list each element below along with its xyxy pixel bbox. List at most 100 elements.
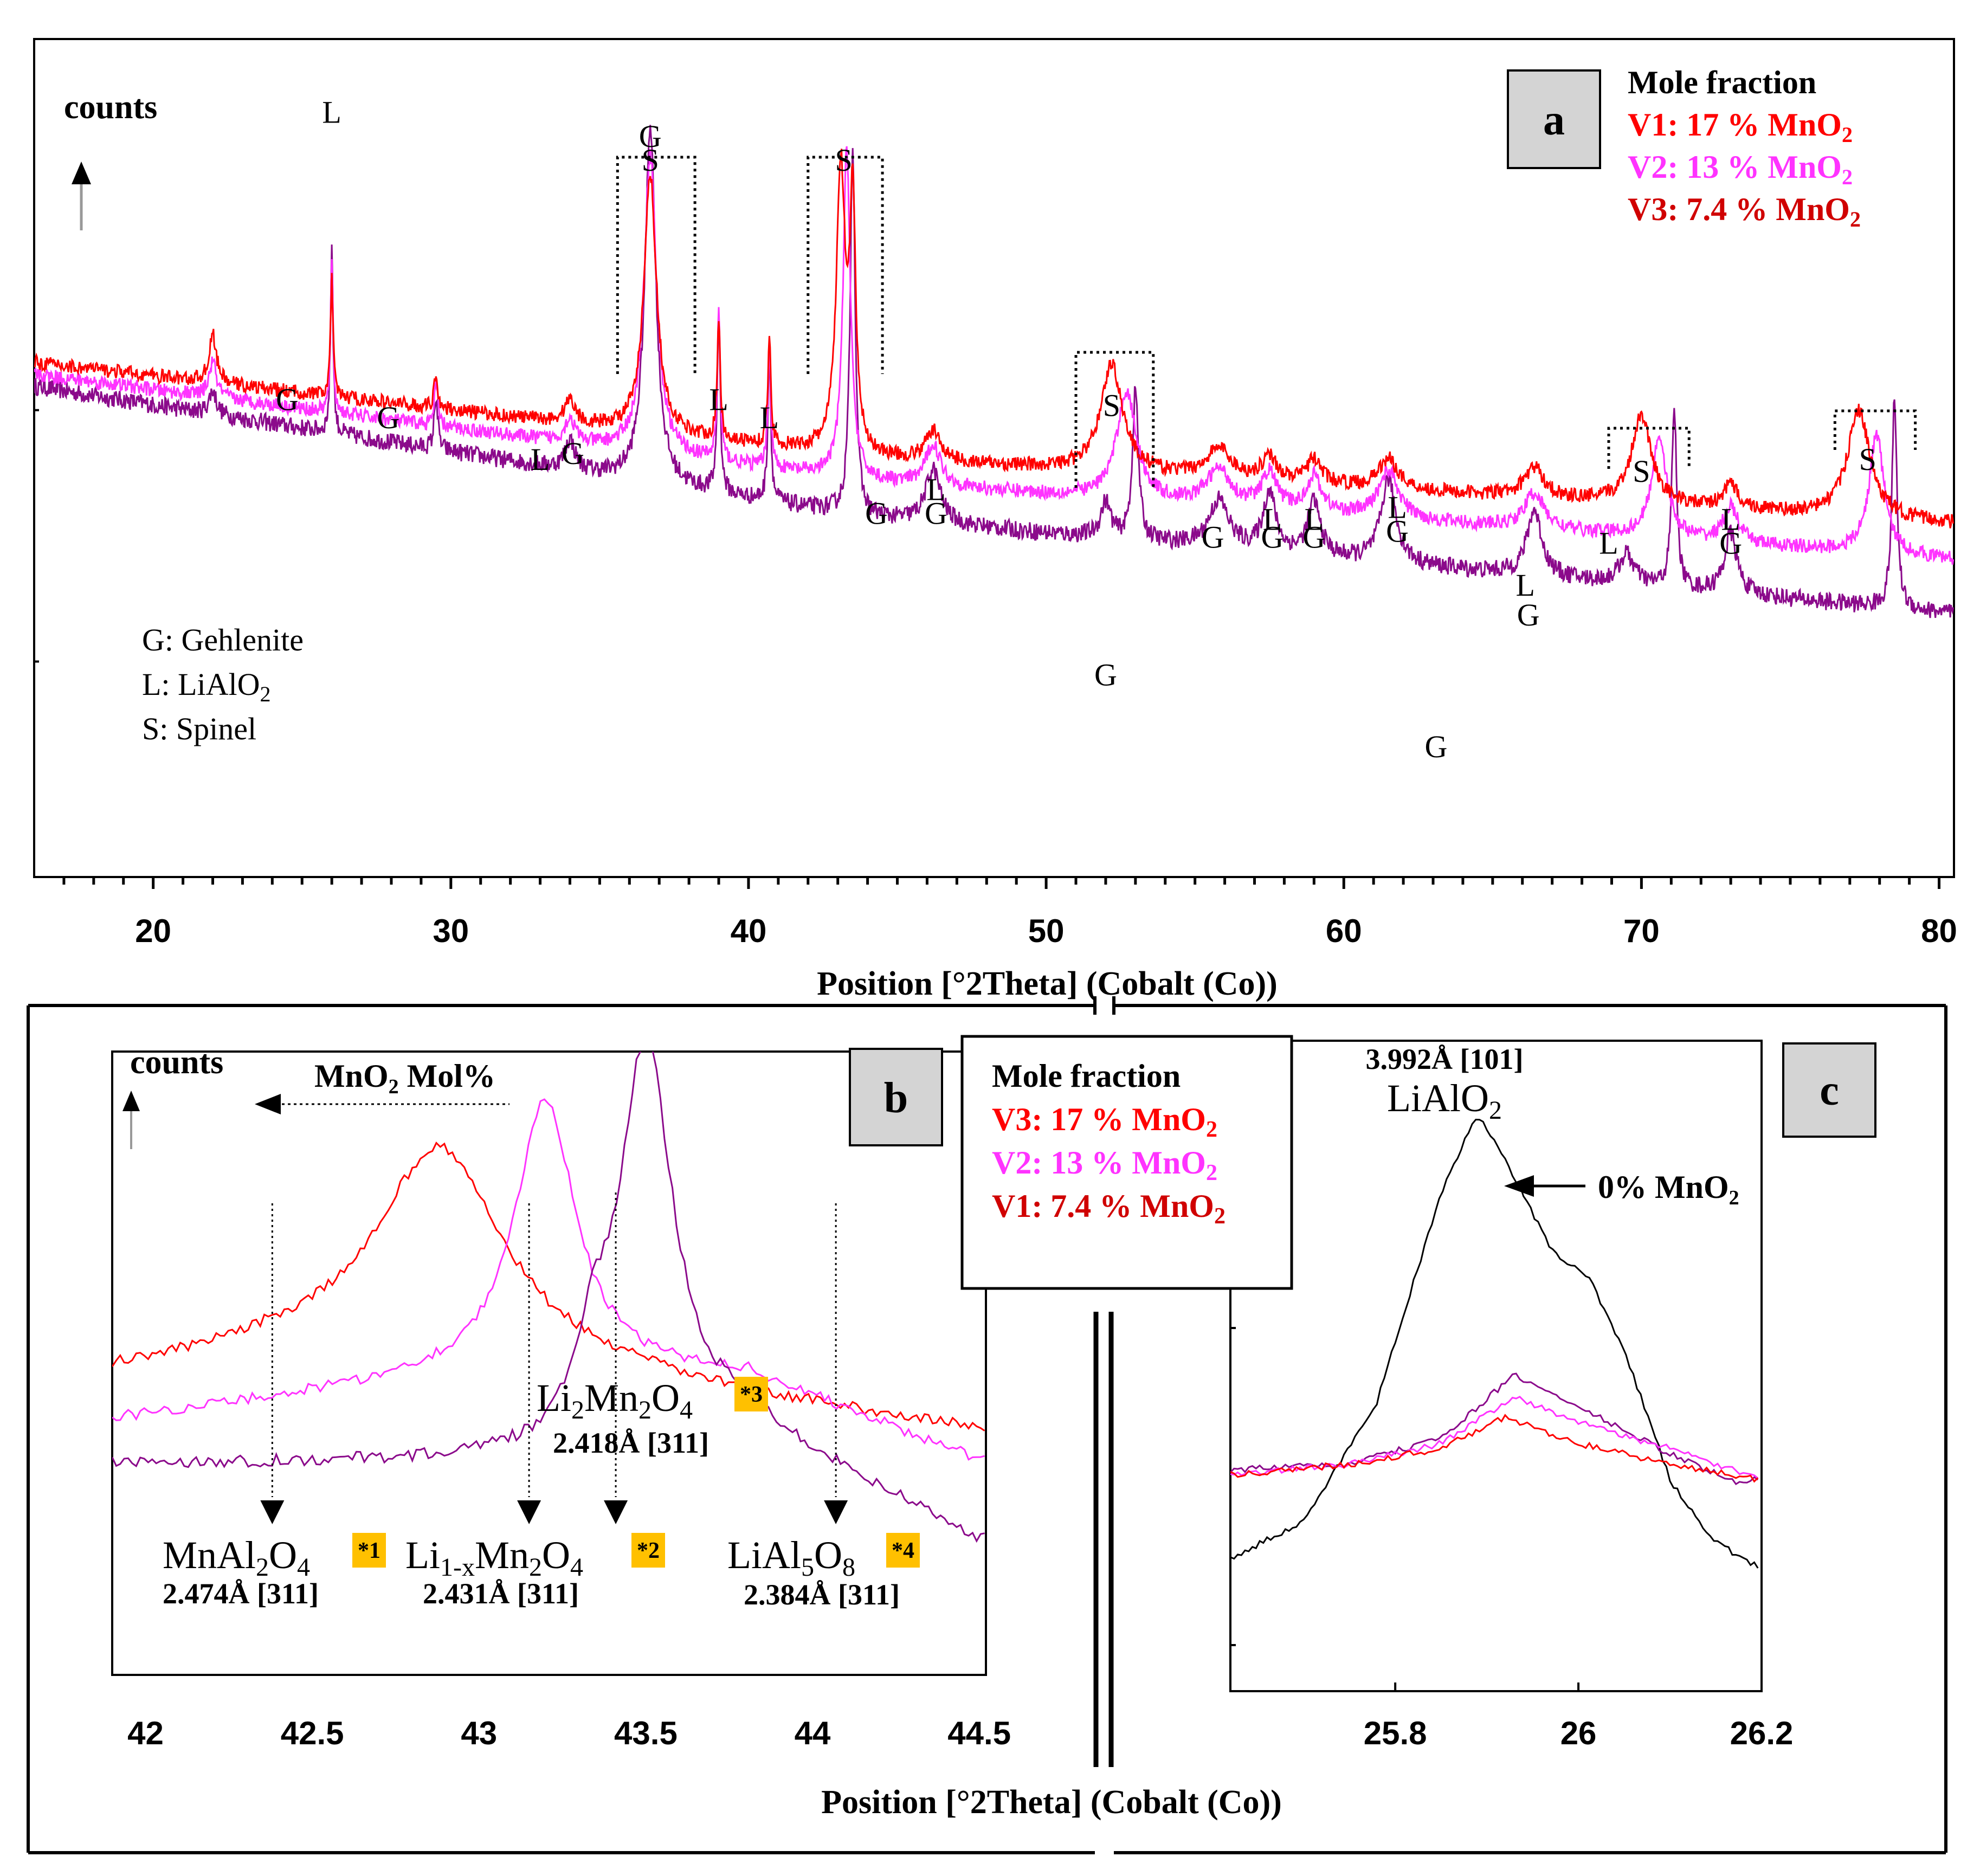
peak-label-l: L: [1263, 502, 1282, 537]
series-line-c-v1: [1230, 1414, 1759, 1483]
series-line-b-v3: [112, 1052, 985, 1543]
peak-label-g: G: [1202, 520, 1224, 555]
peak-label-g: G: [925, 495, 947, 531]
legend-a-v3: V3: 7.4 % MnO2: [1628, 191, 1861, 231]
panel-b-references: MnAl2O4 *1 2.474Å [311] Li1-xMn2O4 *2 2.431Å …: [163, 1192, 920, 1611]
panel-c-x-tick-label: 25.8: [1364, 1715, 1427, 1751]
peak-label-g: G: [1261, 520, 1284, 555]
reference-mark-box: [352, 1533, 386, 1568]
panel-b-x-tick-label: 44: [795, 1715, 831, 1751]
panel-a-x-label: Position [°2Theta] (Cobalt (Co)): [817, 965, 1278, 1002]
peak-label-g: G: [562, 436, 584, 471]
reference-arrowhead: [260, 1500, 285, 1524]
panel-a-x-tick-label: 80: [1921, 913, 1957, 949]
legend-a-title: Mole fraction: [1628, 65, 1816, 100]
reference-1: MnAl2O4 *1 2.474Å [311]: [163, 1203, 386, 1610]
reference-2: Li1-xMn2O4 *2 2.431Å [311]: [405, 1203, 665, 1610]
zero-mno2-label: 0% MnO2: [1598, 1169, 1739, 1209]
peak-group-bracket: [616, 156, 696, 374]
series-line-a-v1: [34, 149, 1954, 528]
panel-c-x-tick-label: 26.2: [1730, 1715, 1794, 1751]
peak-label-l: L: [709, 382, 728, 417]
peak-label-g: G: [1386, 514, 1409, 549]
panel-c-x-axis: 25.8 26 26.2: [1230, 1327, 1794, 1751]
peak-label-l: L: [1388, 489, 1407, 525]
legend-a-v2: V2: 13 % MnO2: [1628, 149, 1853, 189]
panel-a-x-tick-label: 60: [1326, 913, 1362, 949]
reference-arrowhead: [517, 1500, 541, 1524]
peak-label-g: G: [1094, 657, 1117, 693]
reference-d-spacing: 2.418Å [311]: [553, 1427, 709, 1459]
panel-b-x-tick-label: 42.5: [281, 1715, 344, 1751]
peak-label-l: L: [531, 442, 550, 477]
reference-mark-box: [886, 1533, 920, 1568]
peak-label-l: L: [1516, 568, 1535, 603]
panel-a-x-tick-label: 30: [433, 913, 469, 949]
reference-mark: *1: [358, 1538, 380, 1563]
panel-c-peak-d: 3.992Å [101]: [1366, 1043, 1524, 1075]
peak-label-g: G: [1425, 729, 1448, 764]
panel-c-legend: Mole fraction V3: 17 % MnO2 V2: 13 % MnO…: [960, 1035, 1293, 1290]
peak-label-g: G: [865, 495, 888, 531]
phase-key: G: Gehlenite L: LiAlO2 S: Spinel: [142, 622, 304, 746]
panel-b-y-arrow: [122, 1091, 140, 1149]
panel-c-frame: [1229, 1040, 1763, 1692]
peak-label-l: L: [1599, 526, 1618, 561]
panel-b-series: [112, 1052, 985, 1543]
reference-d-spacing: 2.431Å [311]: [423, 1577, 579, 1610]
reference-4: LiAl5O8 *4 2.384Å [311]: [727, 1203, 920, 1611]
reference-d-spacing: 2.474Å [311]: [163, 1577, 319, 1610]
phase-key-spinel: S: Spinel: [142, 711, 256, 746]
peak-label-l: L: [1721, 502, 1740, 537]
panel-b-x-tick-label: 43.5: [614, 1715, 678, 1751]
panel-b-x-tick-label: 42: [127, 1715, 164, 1751]
reference-3: Li2Mn2O4 *3 2.418Å [311]: [537, 1192, 768, 1524]
reference-arrowhead: [824, 1500, 848, 1524]
panel-b-frame: [111, 1050, 987, 1676]
panel-c-peak-title: LiAlO2: [1387, 1076, 1502, 1125]
badge-a-label: a: [1543, 96, 1565, 144]
panel-a-brackets: [616, 156, 1917, 488]
series-line-c-0pct: [1230, 1118, 1759, 1569]
peak-label-l: L: [322, 95, 341, 130]
badge-c-label: c: [1820, 1067, 1839, 1114]
badge-c: [1782, 1042, 1876, 1138]
peak-label-g: G: [276, 382, 299, 417]
legend-c-v1: V1: 7.4 % MnO2: [992, 1188, 1226, 1229]
reference-mark-box: [734, 1377, 768, 1411]
series-line-a-v3: [34, 125, 1954, 618]
panel-a-frame: [33, 38, 1955, 878]
panel-a-x-axis: 20 30 40 50 60 70 80: [34, 409, 1957, 949]
legend-c-title: Mole fraction: [992, 1058, 1181, 1094]
reference-d-spacing: 2.384Å [311]: [744, 1578, 900, 1611]
legend-c-v3: V3: 17 % MnO2: [992, 1101, 1217, 1142]
reference-formula: Li1-xMn2O4: [405, 1533, 583, 1582]
reference-mark: *2: [637, 1538, 660, 1563]
panel-b-x-axis: 42 42.5 43 43.5 44 44.5: [127, 1715, 1011, 1751]
peak-label-g: G: [1517, 597, 1540, 633]
panel-b-x-tick-label: 44.5: [947, 1715, 1011, 1751]
phase-key-gehlenite: G: Gehlenite: [142, 622, 304, 657]
panel-a-x-tick-label: 50: [1028, 913, 1065, 949]
legend-a-v1: V1: 17 % MnO2: [1628, 107, 1853, 147]
reference-formula: LiAl5O8: [727, 1533, 855, 1582]
panel-bc-x-label: Position [°2Theta] (Cobalt (Co)): [821, 1784, 1282, 1821]
series-line-b-v2: [112, 1098, 985, 1461]
reference-mark-box: [631, 1533, 665, 1568]
reference-arrowhead: [604, 1500, 628, 1524]
badge-b: [849, 1048, 943, 1146]
mno2-direction-label: MnO2 Mol%: [314, 1058, 495, 1098]
reference-formula: Li2Mn2O4: [537, 1376, 693, 1424]
reference-mark: *4: [892, 1538, 914, 1563]
reference-formula: MnAl2O4: [163, 1533, 310, 1582]
panel-c-series: [1230, 1118, 1759, 1569]
peak-label-g: G: [377, 400, 400, 435]
peak-group-bracket: [1607, 427, 1691, 469]
peak-label-l: L: [926, 472, 945, 507]
panel-a-legend: Mole fraction V1: 17 % MnO2 V2: 13 % MnO…: [1628, 65, 1861, 231]
phase-key-lialo2: L: LiAlO2: [142, 667, 270, 706]
peak-label-g: G: [1302, 520, 1325, 555]
